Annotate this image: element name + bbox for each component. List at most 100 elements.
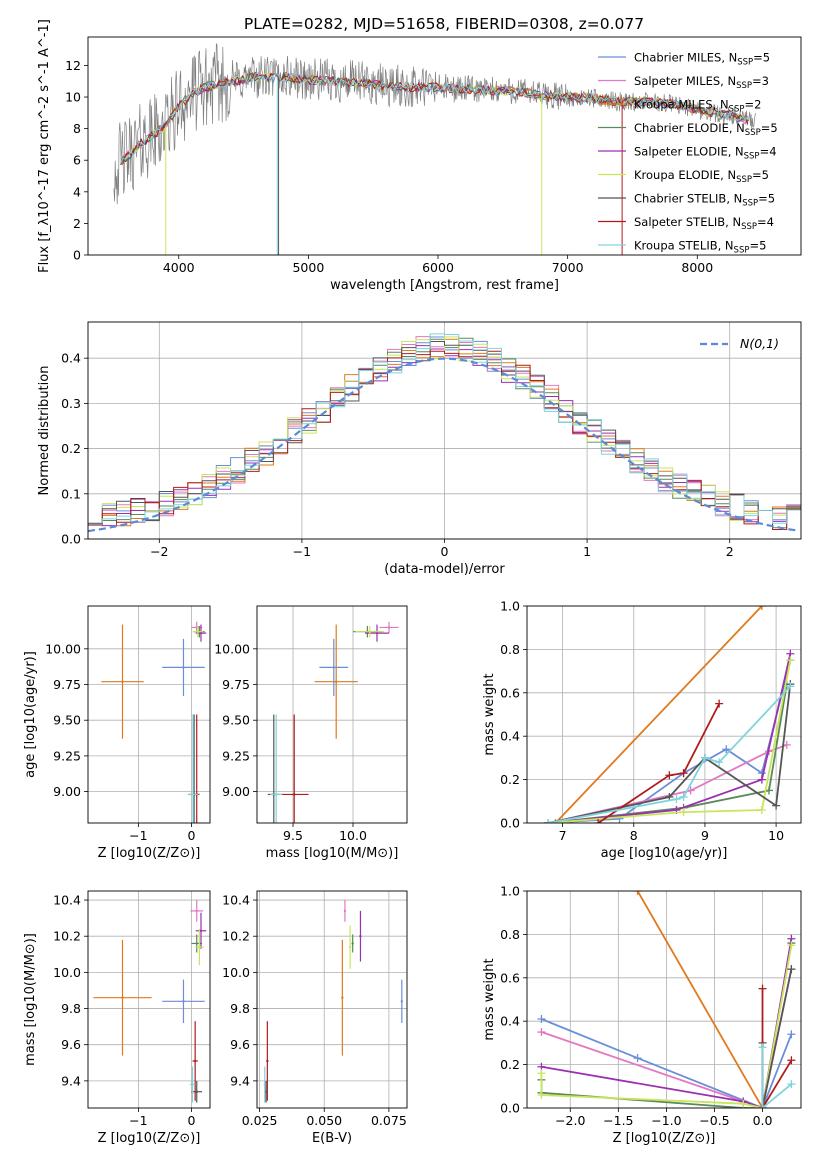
weight-marker: [758, 1043, 767, 1052]
y-tick-label: 0.8: [500, 927, 520, 942]
legend-label: Kroupa ELODIE, NSSP=5: [634, 168, 769, 185]
data-point: [195, 1090, 198, 1093]
weight-marker: [679, 769, 688, 778]
legend-sub: SSP: [736, 81, 752, 91]
weight-line-chabrier-miles: [541, 1018, 793, 1108]
y-tick-label: 9.8: [230, 1001, 250, 1016]
x-tick-label: 0.0: [753, 1113, 773, 1128]
y-tick-label: 0.3: [61, 396, 81, 411]
axes-age-vs-Z: −1 0 9.00 9.25 9.50 9.75 10.00 Z [log10(Z/Z⊙)] a…: [23, 605, 211, 861]
x-tick-label: −1: [129, 1113, 147, 1128]
y-tick-label: 1.0: [500, 599, 520, 614]
data-point: [275, 793, 278, 796]
x-tick-label: 0.075: [371, 1113, 407, 1128]
axes-frame: [256, 890, 408, 1109]
data-point: [193, 1059, 197, 1063]
x-tick-label: 7: [559, 828, 567, 843]
legend-sub: SSP: [736, 175, 752, 185]
axes-residuals: −2 −1 0 1 2 0.0 0.1 0.2 0.3 0.4 (data-model)/error…: [37, 321, 802, 577]
data-point: [191, 1083, 194, 1086]
y-tick-label: 9.6: [230, 1037, 250, 1052]
weight-marker: [537, 1069, 546, 1078]
data-point: [121, 680, 124, 683]
y-axis-label: mass weight: [482, 673, 497, 755]
x-tick-label: 6000: [422, 260, 454, 275]
y-tick-label: 10.4: [222, 893, 250, 908]
legend-sub: SSP: [745, 128, 761, 138]
weight-marker: [672, 795, 681, 804]
data-point: [348, 945, 352, 949]
weight-marker: [786, 656, 795, 665]
axes-frame: [256, 605, 408, 824]
weight-marker: [537, 1015, 546, 1024]
axes-age-vs-mass: 9.5 10.0 9.00 9.25 9.50 9.75 10.00 mass [log10(…: [214, 605, 408, 861]
plot-area-weight-vs-age: [544, 606, 795, 823]
data-point: [195, 942, 198, 945]
data-point: [264, 1090, 268, 1093]
legend-label: Chabrier STELIB, NSSP=5: [634, 192, 775, 209]
x-tick-label: −2.0: [555, 1113, 585, 1128]
legend-label: N(0,1): [740, 336, 779, 351]
weight-marker: [537, 1090, 546, 1099]
y-tick-label: 9.75: [222, 677, 250, 692]
axes-weight-vs-Z: −2.0 −1.5 −1.0 −0.5 0.0 0.0 0.2 0.4 0.6 0.8 1.0 Z […: [482, 884, 802, 1146]
x-tick-label: −1: [293, 544, 311, 559]
weight-line-kroupa-elodie: [548, 660, 792, 823]
weight-line-salpeter-elodie: [548, 653, 792, 823]
y-tick-label: 8: [73, 121, 81, 136]
legend-label: Chabrier ELODIE, NSSP=5: [634, 121, 778, 138]
legend-sub: SSP: [741, 222, 757, 232]
y-tick-label: 0.0: [500, 816, 520, 831]
legend-sub: SSP: [734, 246, 750, 256]
y-tick-label: 0.1: [61, 486, 81, 501]
y-tick-label: 10.0: [222, 965, 250, 980]
weight-line-kroupa-miles: [636, 891, 764, 1108]
data-point: [387, 626, 391, 629]
x-tick-label: 10.0: [339, 828, 367, 843]
legend-eq: =4: [757, 215, 774, 229]
y-tick-label: 9.8: [61, 1001, 81, 1016]
y-axis-label: mass weight: [482, 958, 497, 1040]
x-tick-label: 1: [583, 544, 591, 559]
y-tick-label: 10.2: [53, 929, 81, 944]
y-tick-label: 0.6: [500, 685, 520, 700]
legend-label: Salpeter STELIB, NSSP=4: [634, 215, 774, 232]
x-tick-label: 5000: [292, 260, 324, 275]
plots: 4000 5000 6000 7000 8000024681012wavelength …: [23, 19, 802, 1146]
data-point: [182, 1000, 185, 1003]
y-tick-label: 10: [65, 90, 81, 105]
y-tick-label: 10.4: [53, 893, 81, 908]
y-tick-label: 9.25: [53, 748, 81, 763]
axes-frame: [87, 36, 802, 256]
plot-area-mass-vs-Z: [93, 900, 207, 1103]
weight-marker: [679, 808, 688, 817]
data-point: [341, 996, 344, 999]
legend-sub: SSP: [744, 152, 760, 162]
model-line-kroupa-stelib: [119, 72, 749, 165]
model-line-salpeter-stelib: [120, 71, 749, 165]
axes-frame: [526, 605, 802, 824]
x-tick-label: 8000: [681, 260, 713, 275]
weight-marker: [772, 801, 781, 810]
y-tick-label: 10.00: [214, 641, 250, 656]
weight-marker: [739, 1099, 748, 1108]
x-tick-label: 9.5: [283, 828, 303, 843]
y-tick-label: 9.6: [61, 1037, 81, 1052]
data-point: [191, 793, 195, 796]
y-axis-label: age [log10(age/yr)]: [23, 651, 38, 778]
weight-marker: [787, 1056, 796, 1065]
legend-eq: =2: [744, 98, 761, 112]
weight-marker: [758, 1104, 767, 1108]
weight-marker: [594, 819, 603, 823]
data-point: [332, 666, 335, 669]
legend-eq: =5: [752, 168, 769, 182]
weight-marker: [700, 753, 709, 762]
weight-line-salpeter-miles: [548, 744, 788, 823]
y-tick-label: 0.2: [61, 441, 81, 456]
x-tick-label: 10: [768, 828, 784, 843]
weight-marker: [787, 1030, 796, 1039]
weight-marker: [786, 682, 795, 691]
weight-marker: [679, 792, 688, 801]
weight-marker: [758, 984, 767, 993]
